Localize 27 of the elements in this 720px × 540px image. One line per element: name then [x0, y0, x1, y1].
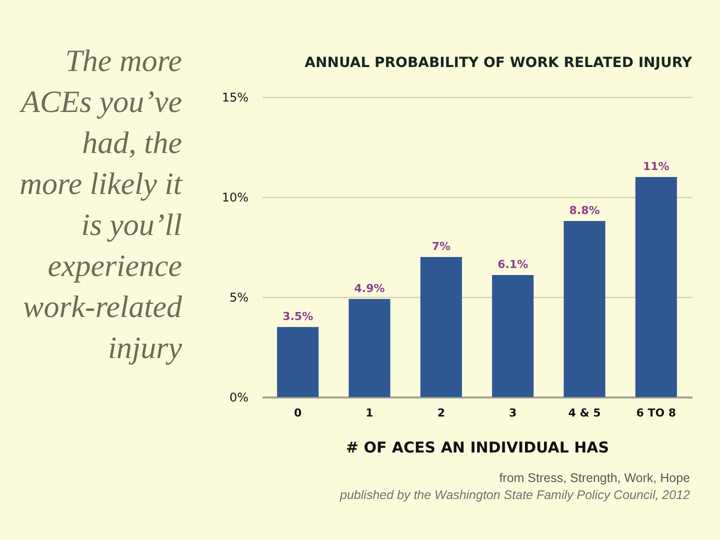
y-tick-label: 15%: [222, 90, 248, 104]
y-tick-label: 10%: [222, 190, 248, 204]
text: from Stress, Strength, Work, Hope: [499, 471, 690, 485]
y-tick-label: 5%: [229, 290, 248, 304]
data-label: 7%: [432, 240, 451, 253]
data-label: 6.1%: [498, 258, 528, 271]
bar: [564, 221, 606, 397]
bar: [635, 177, 677, 397]
x-tick-label: 4 & 5: [568, 406, 601, 420]
x-tick-label: 1: [366, 406, 374, 420]
bar: [277, 327, 319, 397]
bar: [420, 257, 462, 397]
data-label: 8.8%: [569, 204, 600, 217]
x-tick-label: 0: [294, 406, 302, 420]
data-label: 4.9%: [354, 282, 385, 295]
x-tick-label: 6 TO 8: [636, 406, 676, 420]
data-label: 3.5%: [282, 310, 314, 323]
text: published by the Washington State Family Policy Council, 2012: [339, 488, 690, 502]
text: The more ACEs you’ve had, the more likely it is you’ll experience work-related injury: [19, 43, 184, 365]
bar: [348, 299, 390, 397]
x-axis-title: # OF ACES AN INDIVIDUAL HAS: [346, 438, 610, 456]
data-label: 11%: [642, 160, 670, 173]
chart-title: ANNUAL PROBABILITY OF WORK RELATED INJURY: [304, 55, 693, 71]
y-tick-label: 0%: [229, 390, 248, 404]
x-tick-label: 2: [437, 406, 445, 420]
bar: [492, 275, 534, 397]
x-tick-label: 3: [509, 406, 517, 420]
